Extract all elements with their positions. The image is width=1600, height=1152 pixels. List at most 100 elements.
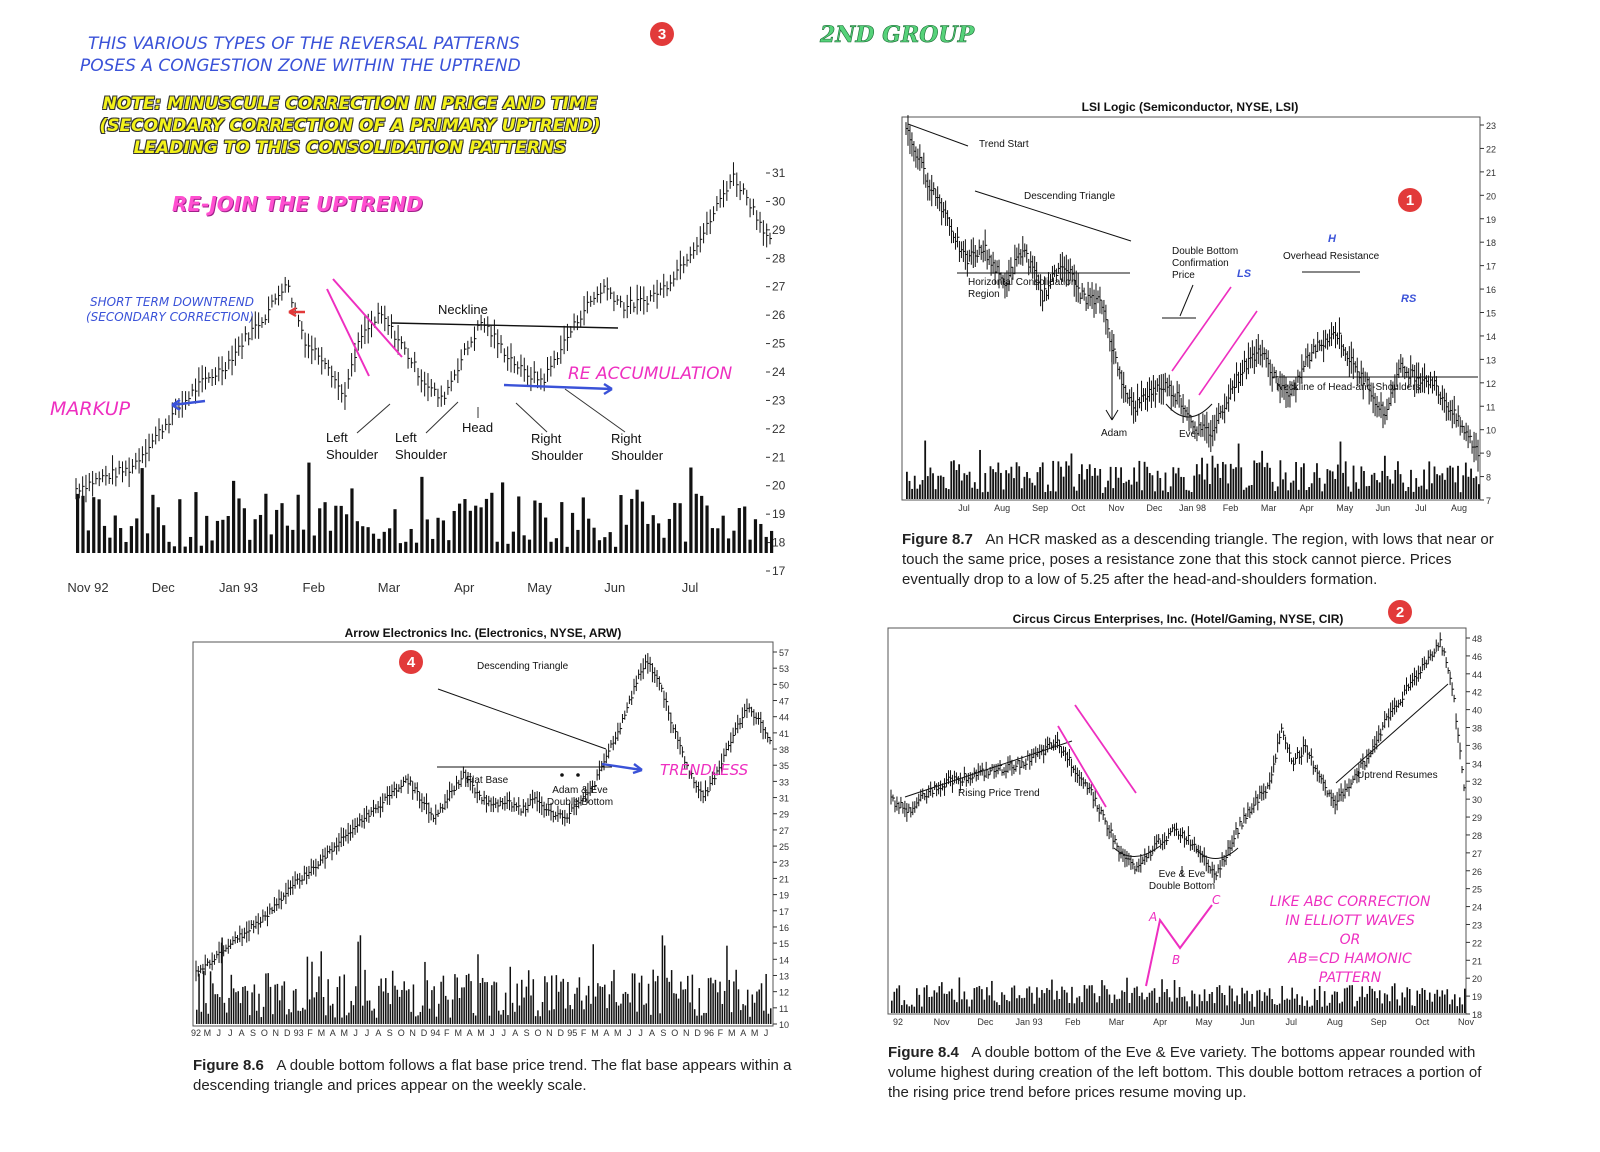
volume-bar <box>226 515 230 553</box>
volume-bar <box>534 1016 537 1024</box>
volume-bar <box>244 986 246 1024</box>
volume-bar <box>968 1006 971 1013</box>
volume-bar <box>1371 988 1374 1013</box>
volume-bar <box>557 991 560 1024</box>
volume-bar <box>1428 461 1431 499</box>
volume-bar <box>1266 462 1269 499</box>
hcr-label: Horizontal Consolidation Region <box>968 277 1077 300</box>
volume-bar <box>1436 989 1439 1013</box>
volume-bar <box>1412 491 1415 499</box>
x-tick-label: O <box>261 1028 268 1038</box>
volume-bar <box>906 471 908 499</box>
volume-bar <box>758 989 760 1024</box>
volume-bar <box>627 993 629 1024</box>
volume-bar <box>255 1010 258 1024</box>
volume-bar <box>946 993 948 1013</box>
volume-bar <box>1233 1001 1236 1013</box>
volume-bar <box>538 502 542 553</box>
elliott-line-3: OR <box>1339 932 1361 948</box>
volume-bar <box>1106 989 1108 1013</box>
y-tick-label: 41 <box>779 729 789 739</box>
y-tick-label: 22 <box>1486 144 1496 154</box>
volume-bar <box>979 449 981 499</box>
volume-bar <box>490 492 494 553</box>
y-tick-label: 18 <box>1486 238 1496 248</box>
volume-bar <box>1251 993 1253 1013</box>
note-line-2: (SECONDARY CORRECTION OF A PRIMARY UPTRE… <box>99 116 601 136</box>
y-tick-label: 11 <box>1486 402 1495 412</box>
volume-bar <box>232 480 236 553</box>
volume-bar <box>302 1007 304 1024</box>
x-tick-label: 95 <box>567 1028 577 1038</box>
volume-bar <box>355 986 357 1024</box>
volume-bar <box>371 533 376 553</box>
x-tick-label: May <box>1336 503 1354 513</box>
y-tick-label: 7 <box>1486 496 1491 506</box>
volume-bar <box>322 997 325 1024</box>
volume-bar <box>1130 484 1133 499</box>
volume-bar <box>1464 462 1467 499</box>
x-tick-label: 96 <box>704 1028 714 1038</box>
volume-bar <box>619 495 623 553</box>
volume-bar <box>318 508 322 553</box>
volume-bar <box>307 462 311 553</box>
volume-bar <box>1206 1001 1208 1013</box>
y-tick-label: 31 <box>779 794 789 804</box>
volume-bar <box>249 1015 251 1024</box>
volume-bar <box>451 999 454 1024</box>
volume-bar <box>1060 466 1062 499</box>
volume-bar <box>1346 987 1348 1013</box>
volume-bar <box>1125 481 1128 499</box>
fig86-text: A double bottom follows a flat base pric… <box>193 1057 792 1094</box>
neckline <box>391 322 619 329</box>
volume-bar <box>1370 474 1373 499</box>
volume-bar <box>1223 994 1226 1013</box>
volume-bar <box>1381 1003 1384 1013</box>
volume-bar <box>221 937 223 1024</box>
volume-bar <box>1363 997 1366 1013</box>
fig87-text: An HCR masked as a descending triangle. … <box>902 531 1494 588</box>
volume-bar <box>1112 488 1115 499</box>
volume-bar <box>477 954 479 1024</box>
x-tick-label: N <box>683 1028 690 1038</box>
volume-bar <box>937 475 940 499</box>
volume-bar <box>425 519 429 553</box>
volume-bar <box>1289 482 1292 499</box>
volume-bar <box>1088 985 1091 1013</box>
badge-1: 1 <box>1398 188 1422 212</box>
arrow-descending-triangle-label: Descending Triangle <box>477 661 569 672</box>
x-tick-label: M <box>591 1028 599 1038</box>
volume-bar <box>555 975 558 1024</box>
volume-bar <box>1075 490 1078 499</box>
x-tick-label: Aug <box>1451 503 1467 513</box>
x-tick-label: Jun <box>1376 503 1391 513</box>
volume-bar <box>435 1016 438 1024</box>
volume-bar <box>1399 474 1402 499</box>
volume-bar <box>355 521 359 553</box>
volume-bar <box>470 981 472 1024</box>
x-tick-label: Mar <box>378 580 401 595</box>
volume-bar <box>424 961 426 1024</box>
volume-bar <box>1464 988 1466 1013</box>
volume-bar <box>560 502 564 553</box>
volume-bar <box>1116 999 1118 1013</box>
volume-bar <box>740 1010 742 1024</box>
volume-bar <box>651 515 655 553</box>
volume-bar <box>678 503 682 553</box>
volume-bar <box>1456 1006 1459 1013</box>
volume-bar <box>891 1000 893 1013</box>
volume-bar <box>1023 997 1026 1013</box>
volume-bar <box>1123 991 1126 1013</box>
volume-bar <box>1188 1006 1191 1013</box>
volume-bar <box>1228 985 1231 1013</box>
volume-bar <box>334 505 338 553</box>
volume-bar <box>1183 996 1186 1013</box>
volume-bar <box>1389 479 1391 499</box>
volume-bar <box>978 985 981 1013</box>
volume-bar <box>1449 465 1452 499</box>
volume-bar <box>1033 1003 1036 1013</box>
volume-bar <box>275 509 279 553</box>
volume-bar <box>604 984 606 1024</box>
volume-bar <box>452 510 456 553</box>
volume-bar <box>1058 999 1061 1013</box>
